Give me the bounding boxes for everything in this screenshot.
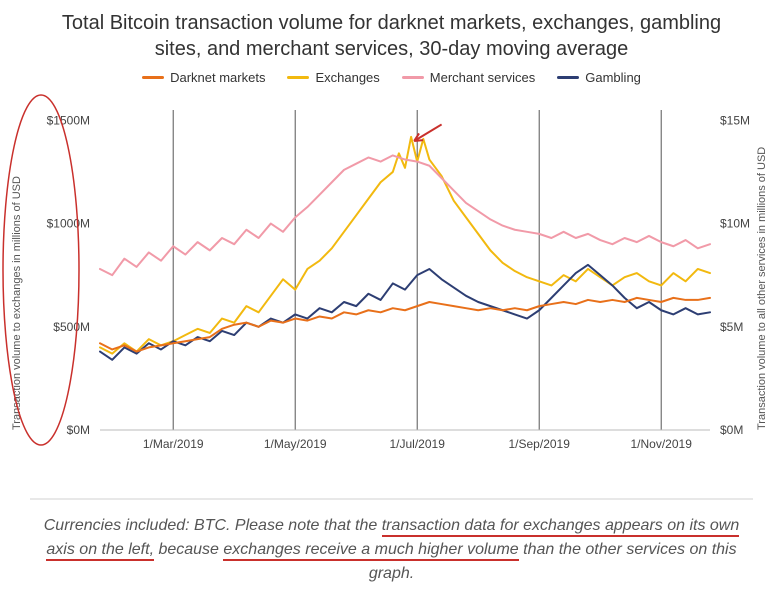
svg-text:$0M: $0M (67, 423, 90, 437)
caption-mid: because (154, 541, 223, 558)
svg-text:Transaction volume to exchang: Transaction volume to exchanges in milli… (11, 176, 23, 430)
svg-text:$15M: $15M (720, 113, 750, 127)
caption-prefix: Currencies included: BTC. Please note th… (44, 517, 382, 534)
caption-text: Currencies included: BTC. Please note th… (30, 514, 753, 586)
svg-text:$0M: $0M (720, 423, 743, 437)
divider (30, 498, 753, 500)
svg-text:$5M: $5M (720, 320, 743, 334)
svg-text:$10M: $10M (720, 217, 750, 231)
svg-text:$1000M: $1000M (47, 217, 90, 231)
svg-text:Transaction volume to all othe: Transaction volume to all other services… (756, 147, 768, 430)
svg-text:1/Mar/2019: 1/Mar/2019 (143, 437, 204, 451)
svg-text:1/May/2019: 1/May/2019 (264, 437, 327, 451)
caption-underline-2: exchanges receive a much higher volume (223, 541, 518, 561)
svg-text:1/Jul/2019: 1/Jul/2019 (390, 437, 446, 451)
svg-text:$1500M: $1500M (47, 113, 90, 127)
svg-text:1/Nov/2019: 1/Nov/2019 (631, 437, 693, 451)
svg-text:1/Sep/2019: 1/Sep/2019 (509, 437, 571, 451)
line-chart: 1/Mar/2019 1/May/2019 1/Jul/2019 1/Sep/2019… (0, 0, 783, 470)
svg-text:$500M: $500M (53, 320, 90, 334)
